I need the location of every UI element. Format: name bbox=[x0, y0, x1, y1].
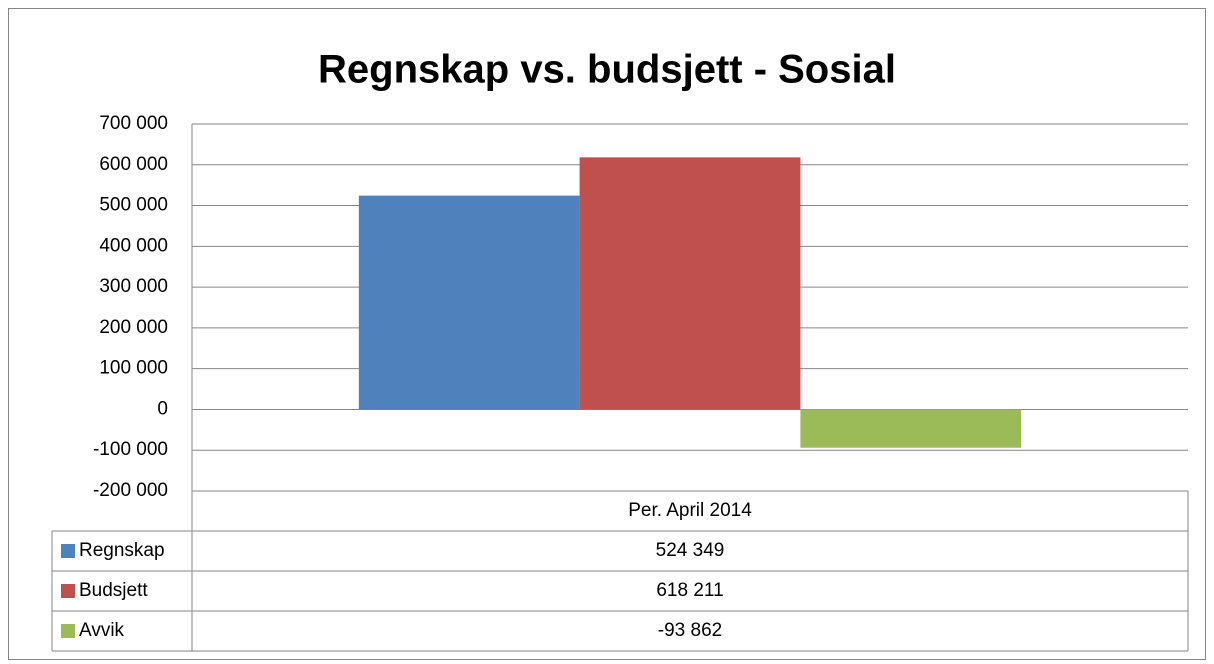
y-tick-label: 300 000 bbox=[99, 276, 168, 297]
y-tick-label: -200 000 bbox=[93, 480, 168, 501]
table-value: 618 211 bbox=[656, 580, 723, 601]
y-tick-label: 700 000 bbox=[99, 113, 168, 134]
legend-label: Budsjett bbox=[79, 580, 148, 601]
bar bbox=[579, 157, 801, 410]
y-tick-label: 200 000 bbox=[99, 317, 168, 338]
x-tick-label: Per. April 2014 bbox=[628, 500, 752, 521]
legend-label: Regnskap bbox=[79, 540, 165, 561]
y-tick-label: -100 000 bbox=[93, 439, 168, 460]
table-value: -93 862 bbox=[658, 620, 722, 641]
bar bbox=[358, 195, 580, 410]
table-value: 524 349 bbox=[656, 540, 725, 561]
legend-label: Avvik bbox=[79, 620, 125, 641]
bar bbox=[800, 409, 1022, 448]
y-tick-label: 400 000 bbox=[99, 235, 168, 256]
y-tick-label: 500 000 bbox=[99, 195, 168, 216]
legend-swatch bbox=[61, 584, 75, 598]
chart-title: Regnskap vs. budsjett - Sosial bbox=[318, 48, 896, 92]
y-tick-label: 600 000 bbox=[99, 154, 168, 175]
y-tick-label: 100 000 bbox=[99, 358, 168, 379]
y-tick-label: 0 bbox=[157, 398, 168, 419]
legend-swatch bbox=[61, 544, 75, 558]
legend-swatch bbox=[61, 624, 75, 638]
